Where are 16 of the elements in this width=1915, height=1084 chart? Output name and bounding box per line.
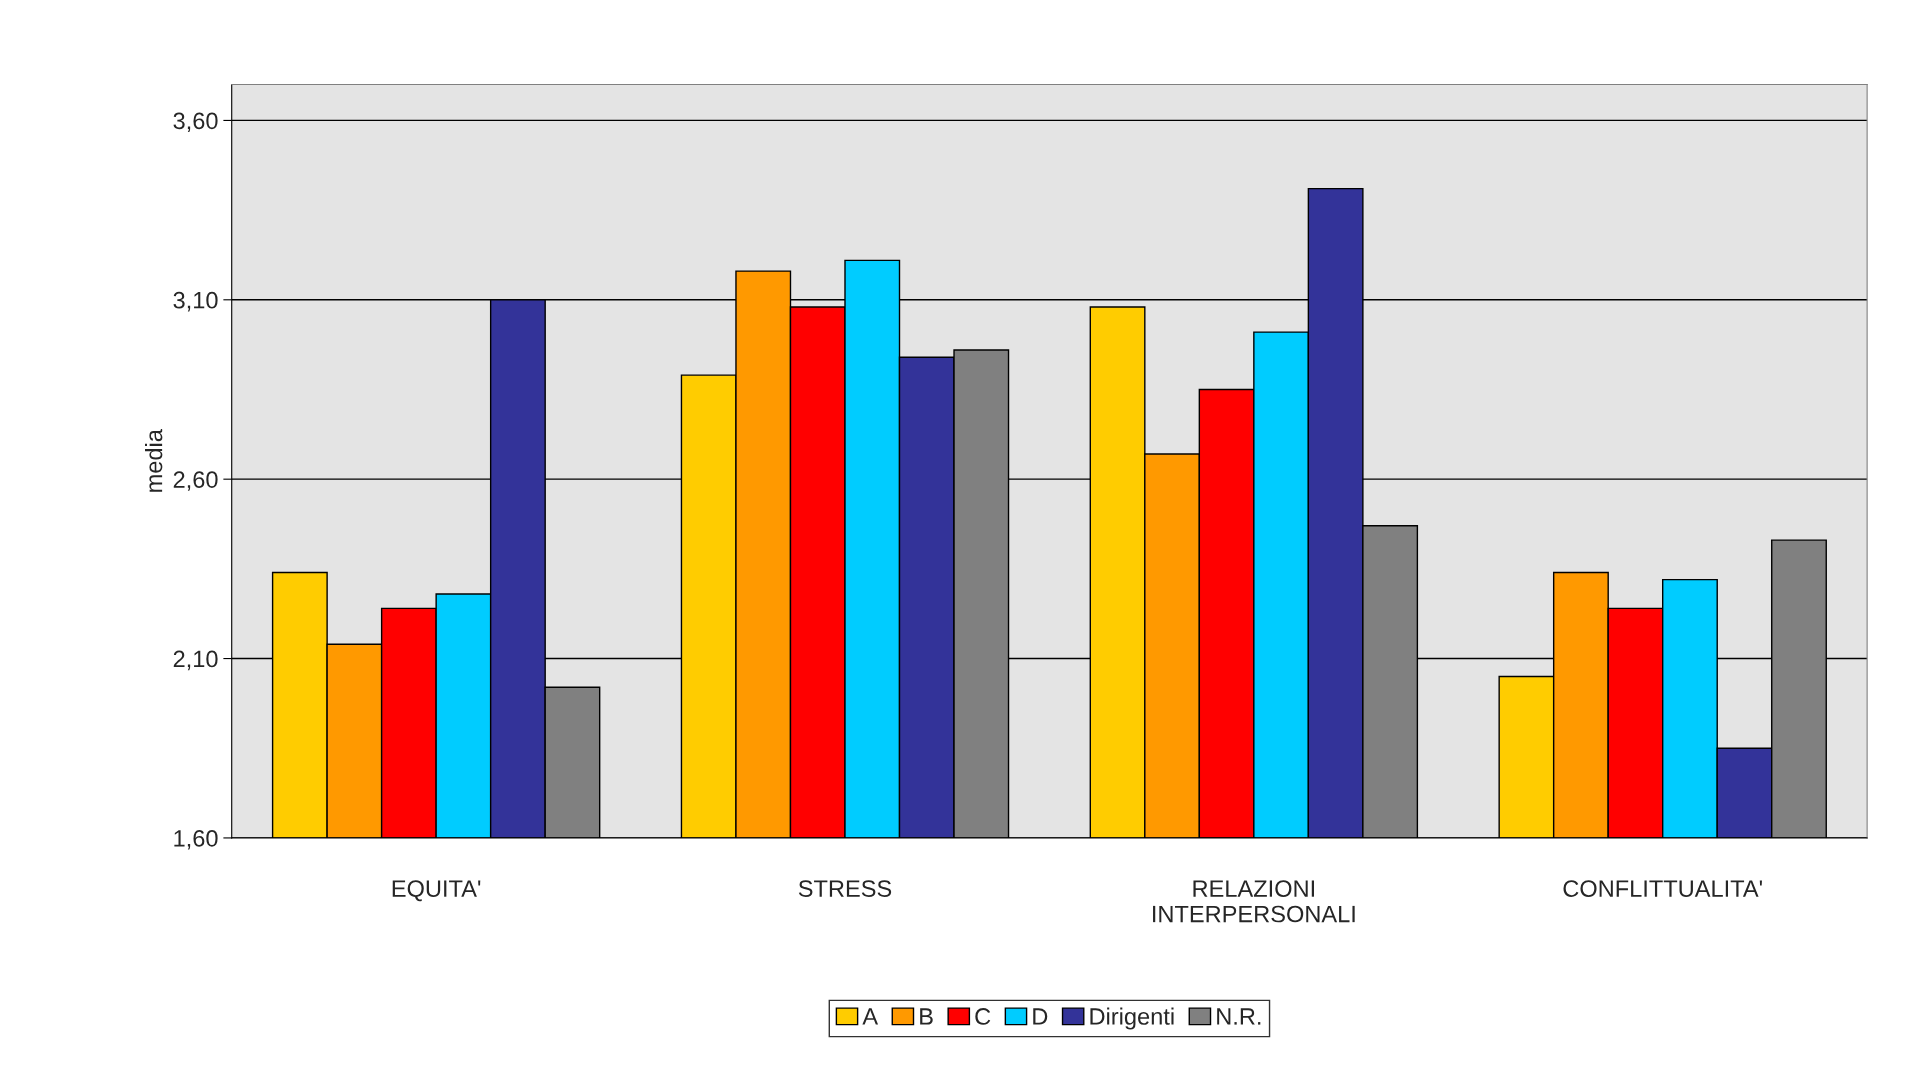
x-tick-label: STRESS: [798, 880, 892, 897]
legend-label: N.R.: [1217, 1008, 1261, 1025]
legend-label: C: [975, 1008, 991, 1025]
y-tick-label: 2,10: [173, 650, 218, 671]
legend-label: Dirigenti: [1090, 1007, 1174, 1030]
y-tick-label: 1,60: [174, 830, 218, 850]
legend-label: A: [862, 1008, 879, 1025]
x-tick-label: RELAZIONI INTERPERSONALI: [1153, 880, 1355, 923]
y-tick-label: 3,60: [173, 112, 218, 132]
y-tick-label: 3,10: [173, 291, 218, 312]
x-tick-label: EQUITA': [392, 880, 481, 902]
legend-label: B: [920, 1008, 933, 1025]
legend-label: D: [1033, 1008, 1048, 1025]
x-tick-label: CONFLITTUALITA': [1563, 880, 1762, 897]
y-tick-label: 2,60: [173, 471, 218, 491]
y-axis-title: media: [145, 429, 163, 492]
